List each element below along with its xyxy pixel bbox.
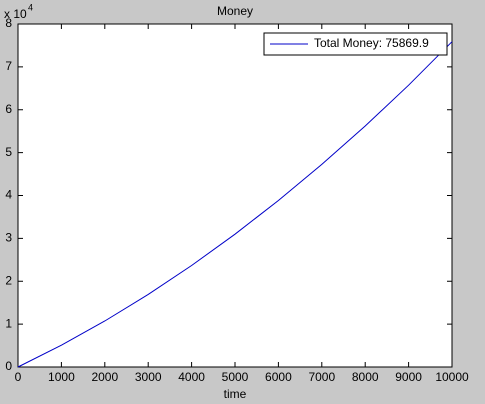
x-tick-label: 7000 bbox=[308, 370, 335, 384]
y-tick-label: 2 bbox=[5, 273, 12, 287]
y-tick-label: 8 bbox=[5, 16, 12, 30]
axes-box bbox=[17, 23, 453, 368]
x-axis-label: time bbox=[224, 387, 247, 401]
y-tick-label: 5 bbox=[5, 145, 12, 159]
x-tick-label: 0 bbox=[15, 370, 22, 384]
x-tick-label: 6000 bbox=[265, 370, 292, 384]
y-tick-label: 7 bbox=[5, 59, 12, 73]
x-tick-label: 8000 bbox=[352, 370, 379, 384]
y-multiplier-exponent: 4 bbox=[28, 2, 33, 12]
x-tick-label: 10000 bbox=[435, 370, 469, 384]
legend-label: Total Money: 75869.9 bbox=[314, 36, 429, 50]
x-tick-label: 4000 bbox=[178, 370, 205, 384]
x-tick-label: 5000 bbox=[222, 370, 249, 384]
y-tick-label: 0 bbox=[5, 359, 12, 373]
y-tick-label: 6 bbox=[5, 102, 12, 116]
legend-box bbox=[263, 32, 448, 56]
chart-title: Money bbox=[217, 4, 253, 18]
y-multiplier: x 10 bbox=[4, 7, 27, 21]
line-series bbox=[17, 41, 453, 368]
y-tick-label: 3 bbox=[5, 231, 12, 245]
x-tick-label: 2000 bbox=[91, 370, 118, 384]
y-tick-label: 4 bbox=[5, 188, 12, 202]
x-tick-label: 3000 bbox=[135, 370, 162, 384]
x-tick-label: 9000 bbox=[395, 370, 422, 384]
y-tick-label: 1 bbox=[5, 316, 12, 330]
x-tick-label: 1000 bbox=[48, 370, 75, 384]
